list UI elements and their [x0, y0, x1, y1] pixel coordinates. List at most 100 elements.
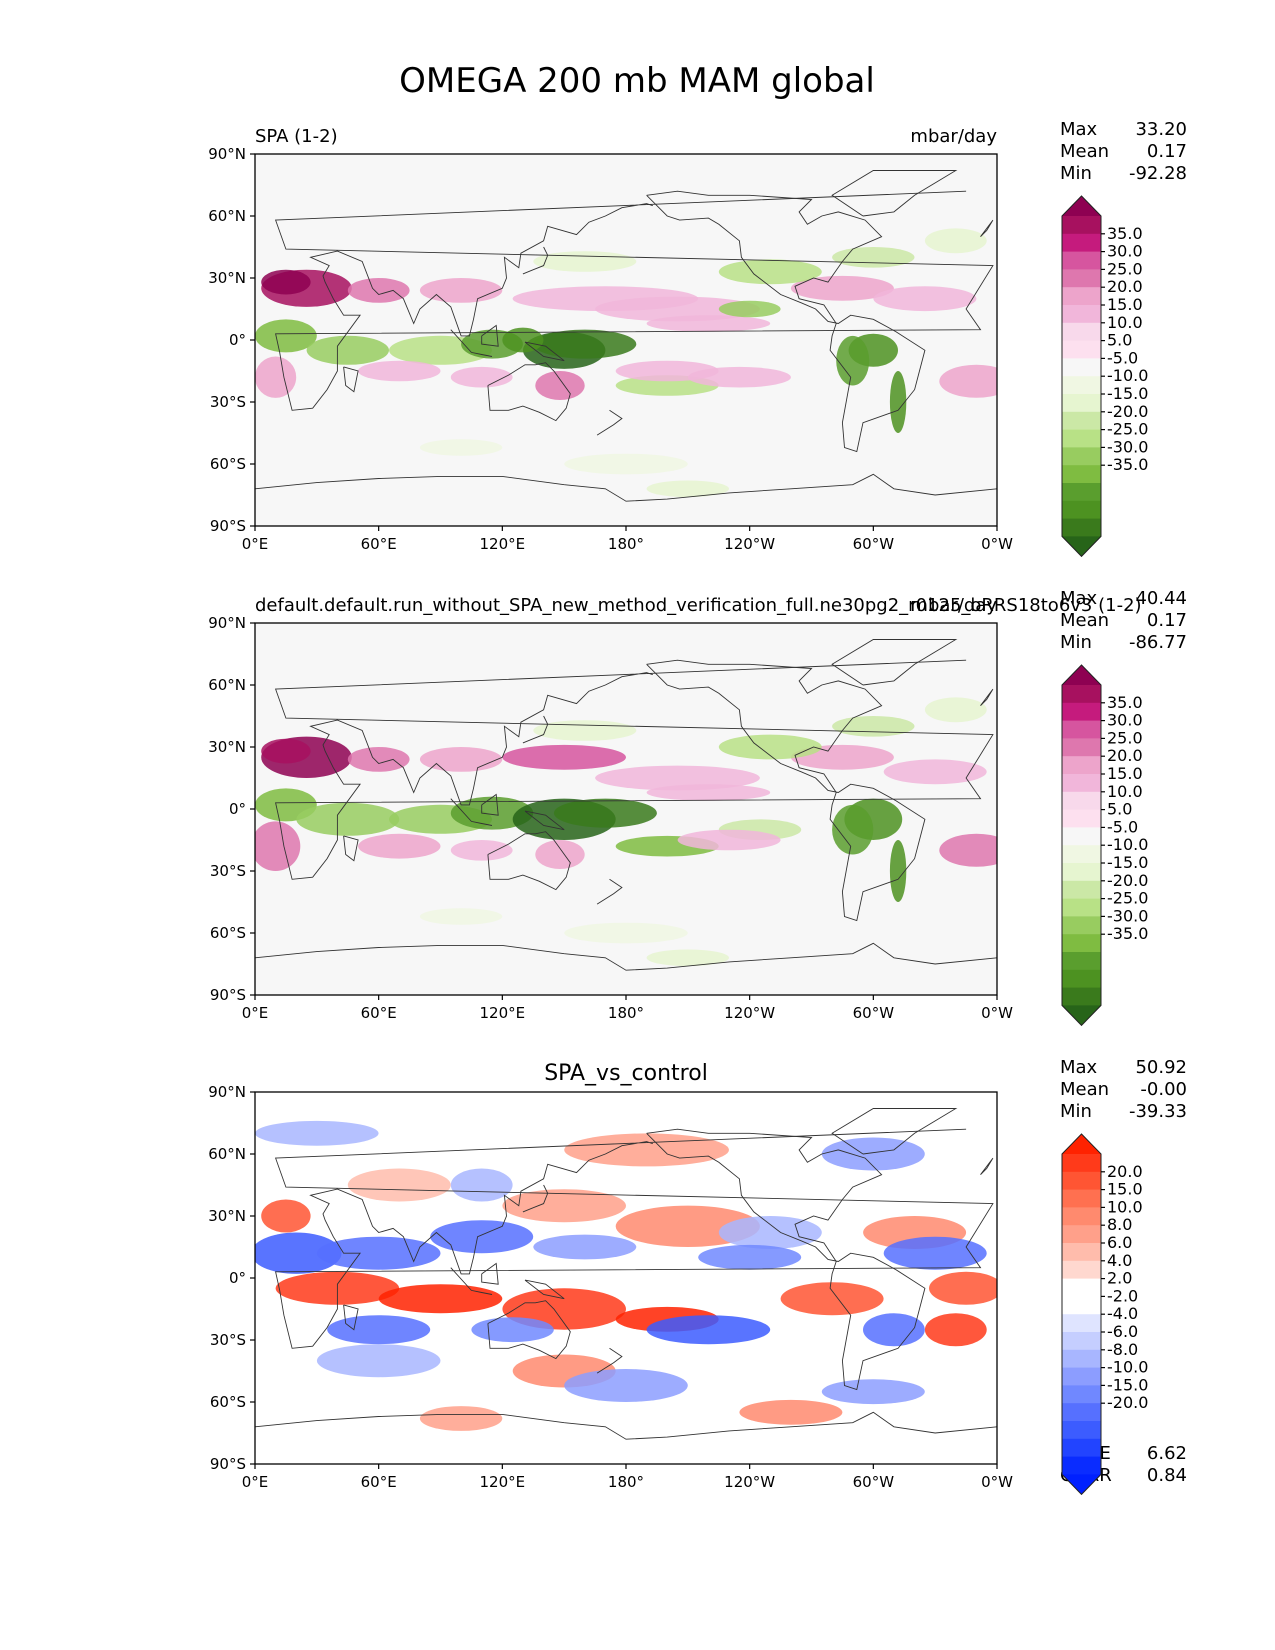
y-tick-label: 90°S — [210, 986, 246, 1004]
colorbar-level-label: -30.0 — [1107, 437, 1148, 456]
field-region — [450, 840, 513, 861]
x-tick-label: 180° — [608, 1004, 644, 1022]
panel-reference: default.default.run_without_SPA_new_meth… — [208, 595, 1141, 1022]
y-axis: 90°N 60°N 30°N 0° 30°S 60°S 90°S — [208, 145, 255, 535]
field-region — [316, 1236, 441, 1270]
coastline — [522, 1184, 549, 1213]
colorbar-segment — [1062, 1314, 1101, 1333]
field-region — [255, 319, 317, 353]
field-region — [924, 1313, 987, 1347]
field-region — [836, 335, 870, 386]
coastline — [450, 798, 493, 826]
colorbar-level-label: -35.0 — [1107, 924, 1148, 943]
field-contours — [255, 697, 997, 967]
stat-max-value: 33.20 — [1135, 119, 1187, 140]
colorbar-segment — [1062, 702, 1101, 721]
field-region — [347, 747, 410, 772]
colorbar-level-label: 15.0 — [1107, 764, 1143, 783]
coastline — [596, 878, 623, 905]
field-region — [646, 784, 771, 801]
y-tick-label: 30°N — [208, 1207, 246, 1225]
coastline — [274, 659, 994, 880]
coastline — [596, 409, 623, 436]
y-tick-label: 0° — [229, 800, 246, 818]
coastlines — [255, 170, 997, 502]
colorbar-segment — [1062, 358, 1101, 377]
field-region — [450, 1168, 513, 1202]
field-region — [533, 720, 637, 741]
colorbar-segment — [1062, 1171, 1101, 1190]
colorbar-segment — [1062, 1207, 1101, 1226]
field-region — [316, 1344, 441, 1378]
field-region — [832, 804, 874, 855]
y-tick-label: 30°S — [210, 393, 246, 411]
coastline — [343, 366, 359, 393]
field-region — [739, 1399, 843, 1425]
colorbar-extend-top — [1062, 665, 1101, 685]
coastline — [646, 1128, 926, 1391]
field-region — [595, 296, 760, 322]
field-region — [883, 1236, 987, 1270]
stats-reference: Max 40.44 Mean 0.17 Min -86.77 — [1060, 588, 1187, 653]
stat-mean-value: 0.17 — [1147, 141, 1187, 162]
field-region — [595, 765, 760, 791]
field-region — [535, 840, 585, 869]
field-region — [718, 734, 822, 760]
colorbar-outline — [1061, 664, 1102, 1027]
colorbar-extend-bottom — [1062, 1474, 1101, 1495]
field-region — [471, 1317, 554, 1343]
figure-title: OMEGA 200 mb MAM global — [399, 61, 875, 101]
stat-max-label: Max — [1060, 588, 1098, 609]
colorbar-segment — [1062, 827, 1101, 846]
field-region — [255, 1120, 379, 1146]
y-tick-label: 60°S — [210, 455, 246, 473]
colorbar-extend-top — [1062, 1134, 1101, 1154]
field-region — [698, 1244, 802, 1270]
x-axis: 0°E 60°E 120°E 180° 120°W 60°W 0°W — [242, 1464, 1013, 1491]
field-region — [889, 840, 907, 902]
stat-min-value: -39.33 — [1129, 1101, 1187, 1122]
coastline — [274, 190, 994, 411]
field-region — [821, 1379, 925, 1405]
field-region — [327, 1315, 431, 1345]
coastline — [524, 810, 565, 831]
field-region — [929, 1271, 997, 1305]
colorbar-level-label: -35.0 — [1107, 455, 1148, 474]
colorbar-segment — [1062, 756, 1101, 775]
colorbar-level-label: -15.0 — [1107, 384, 1148, 403]
field-region — [883, 759, 987, 785]
field-region — [419, 747, 503, 772]
x-tick-label: 180° — [608, 535, 644, 553]
colorbar-segment — [1062, 447, 1101, 466]
colorbar-segment — [1062, 429, 1101, 448]
stats-test: Max 33.20 Mean 0.17 Min -92.28 — [1060, 119, 1187, 184]
colorbar-segment — [1062, 1189, 1101, 1208]
colorbar-level-label: 35.0 — [1107, 224, 1143, 243]
coastline — [487, 1300, 571, 1360]
colorbar-level-label: -5.0 — [1107, 817, 1138, 836]
field-region — [419, 439, 503, 456]
colorbar-level-label: 20.0 — [1107, 277, 1143, 296]
field-region — [863, 1313, 925, 1347]
colorbar-level-label: -10.0 — [1107, 1358, 1148, 1377]
colorbar-segment — [1062, 376, 1101, 395]
colorbar-extend-top — [1062, 196, 1101, 216]
y-tick-label: 90°N — [208, 1083, 246, 1101]
colorbar-level-label: 20.0 — [1107, 746, 1143, 765]
colorbar-segment — [1062, 738, 1101, 757]
field-region — [533, 1234, 637, 1260]
stat-mean-value: -0.00 — [1140, 1079, 1187, 1100]
coastline — [274, 1128, 994, 1349]
field-region — [255, 821, 301, 871]
y-tick-label: 0° — [229, 331, 246, 349]
colorbar-segment — [1062, 969, 1101, 988]
colorbar-level-label: -6.0 — [1107, 1322, 1138, 1341]
colorbar-level-label: -5.0 — [1107, 348, 1138, 367]
y-tick-label: 90°S — [210, 1455, 246, 1473]
coastline — [522, 246, 549, 275]
y-tick-label: 60°N — [208, 1145, 246, 1163]
stat-min-label: Min — [1060, 632, 1092, 653]
colorbar-segment — [1062, 685, 1101, 704]
coastline — [522, 715, 549, 744]
